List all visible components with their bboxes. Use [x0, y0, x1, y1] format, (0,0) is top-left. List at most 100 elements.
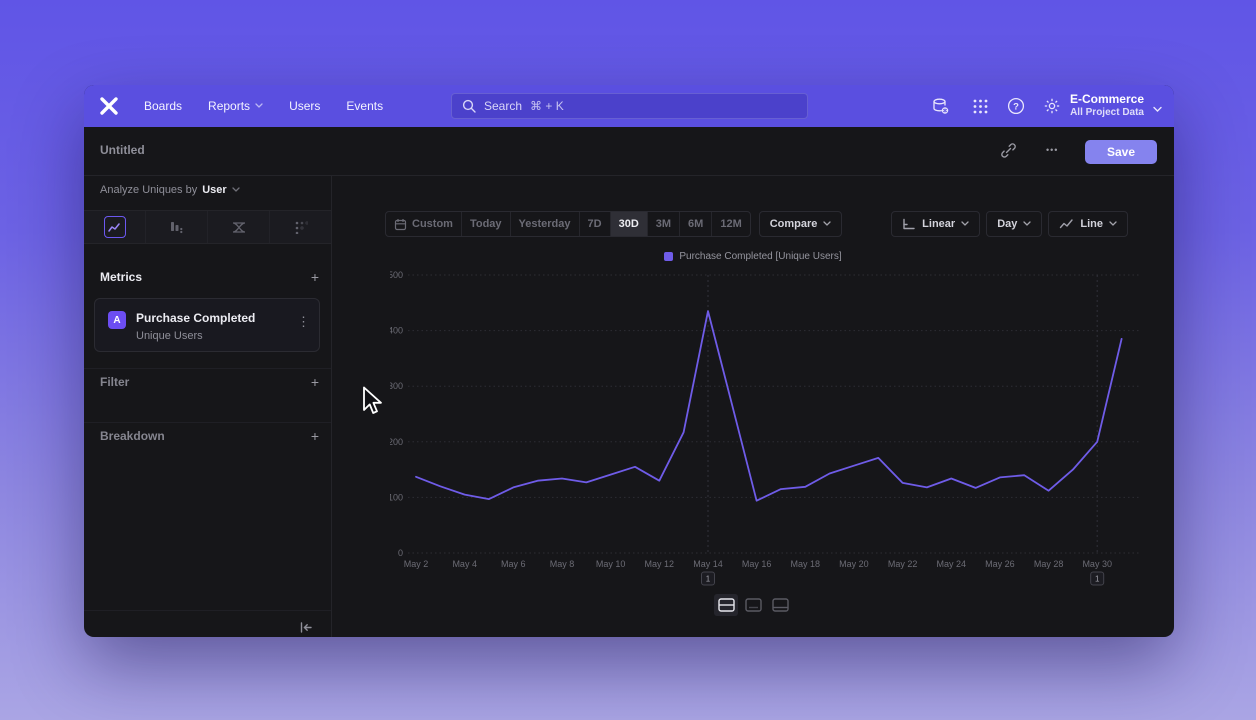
nav-item-label: Reports [208, 99, 251, 113]
chart-type-dropdown[interactable]: Line [1048, 211, 1128, 237]
range-12m[interactable]: 12M [711, 212, 749, 236]
x-tick-label: May 20 [839, 559, 869, 569]
search-placeholder: Search [484, 99, 523, 113]
range-label: Custom [412, 218, 453, 230]
range-7d[interactable]: 7D [578, 212, 610, 236]
interval-dropdown[interactable]: Day [986, 211, 1043, 237]
chart-legend[interactable]: Purchase Completed [Unique Users] [332, 251, 1174, 262]
breakdown-label: Breakdown [100, 429, 165, 443]
share-link-icon[interactable] [1000, 142, 1018, 160]
add-breakdown-icon[interactable]: + [310, 428, 319, 444]
report-header: Untitled ••• Save [84, 127, 1174, 175]
series-line[interactable] [415, 310, 1123, 502]
bar-chart-icon [169, 220, 184, 234]
mouse-cursor [362, 386, 386, 421]
range-6m[interactable]: 6M [679, 212, 711, 236]
range-30d[interactable]: 30D [609, 212, 647, 236]
nav-item-label: Boards [144, 99, 183, 113]
chart-svg: 0 100 200 300 400 500 May 2 May 4 May 6 May 8 May … [388, 270, 1140, 586]
divider [84, 422, 331, 423]
chart-view-toggle[interactable] [741, 594, 765, 616]
nav-item-reports[interactable]: Reports [208, 99, 263, 113]
data-management-icon[interactable] [930, 96, 950, 116]
scale-label: Linear [922, 218, 956, 230]
x-tick-label: May 24 [937, 559, 967, 569]
metric-series-badge: A [108, 311, 126, 329]
retention-dots-icon [294, 220, 308, 234]
range-custom[interactable]: Custom [386, 212, 461, 236]
chevron-down-icon [823, 221, 832, 227]
x-tick-label: May 18 [791, 559, 821, 569]
analyze-entity-dropdown[interactable]: User [202, 184, 227, 196]
project-name: E-Commerce [1069, 92, 1144, 106]
x-tick-label: May 12 [645, 559, 675, 569]
query-builder-sidebar: Analyze Uniques by User [84, 176, 332, 637]
interval-label: Day [997, 218, 1018, 230]
range-yesterday[interactable]: Yesterday [509, 212, 579, 236]
collapse-sidebar-icon[interactable] [298, 620, 314, 636]
tab-flows[interactable] [208, 211, 270, 243]
annotation-badge-label: 1 [1095, 575, 1100, 584]
apps-grid-icon[interactable] [970, 96, 990, 116]
metrics-label: Metrics [100, 270, 143, 284]
x-tick-label: May 6 [501, 559, 526, 569]
report-title[interactable]: Untitled [100, 143, 145, 157]
settings-gear-icon[interactable] [1042, 96, 1062, 116]
add-metric-icon[interactable]: + [310, 269, 319, 285]
y-tick-label: 200 [390, 437, 403, 447]
top-nav: Boards Reports Users Events Search ⌘ + K ? … [84, 85, 1174, 127]
metric-aggregation[interactable]: Unique Users [136, 330, 203, 342]
metric-card[interactable]: A Purchase Completed Unique Users ⋮ [94, 298, 320, 352]
nav-item-boards[interactable]: Boards [144, 99, 182, 113]
nav-item-label: Events [346, 99, 384, 113]
range-label: 3M [655, 218, 672, 230]
y-tick-label: 100 [390, 492, 403, 502]
range-3m[interactable]: 3M [646, 212, 679, 236]
range-today[interactable]: Today [460, 212, 510, 236]
split-view-toggle[interactable] [714, 594, 738, 616]
add-filter-icon[interactable]: + [310, 374, 319, 390]
more-menu-icon[interactable]: ••• [1046, 145, 1059, 155]
range-label: Today [469, 218, 502, 230]
x-tick-label: May 14 [693, 559, 723, 569]
tab-funnels[interactable] [146, 211, 208, 243]
chart-display-controls: Linear Day Line [891, 211, 1128, 237]
date-range-segments: Custom Today Yesterday 7D 30D 3M 6M 12M [385, 211, 751, 237]
range-label: 30D [618, 218, 639, 230]
project-selector[interactable]: E-Commerce All Project Data [1070, 92, 1144, 120]
annotation-badge[interactable] [1090, 571, 1105, 586]
nav-items: Boards Reports Users Events [144, 85, 409, 127]
chevron-down-icon [961, 221, 969, 227]
legend-swatch [664, 252, 674, 261]
divider [84, 610, 331, 611]
app-window: Boards Reports Users Events Search ⌘ + K ? … [84, 85, 1174, 637]
range-label: Yesterday [518, 218, 571, 230]
save-button[interactable]: Save [1085, 140, 1157, 164]
range-label: 6M [688, 218, 704, 230]
analyze-row: Analyze Uniques by User [100, 184, 240, 196]
y-tick-label: 400 [390, 326, 403, 336]
compare-button[interactable]: Compare [758, 211, 843, 237]
search-shortcut: ⌘ + K [530, 99, 564, 113]
x-tick-label: May 10 [596, 559, 626, 569]
chevron-down-icon [1023, 221, 1032, 227]
metric-options-icon[interactable]: ⋮ [297, 314, 310, 329]
mixpanel-logo-icon[interactable] [98, 95, 120, 120]
annotation-badge[interactable] [701, 571, 715, 586]
nav-item-users[interactable]: Users [289, 99, 320, 113]
x-tick-label: May 30 [1082, 559, 1112, 569]
table-view-toggle[interactable] [768, 594, 792, 616]
tab-insights[interactable] [84, 211, 146, 243]
filter-section-header: Filter + [100, 375, 319, 389]
chevron-down-icon [232, 187, 240, 193]
svg-text:?: ? [1013, 101, 1019, 112]
tab-retention[interactable] [270, 211, 331, 243]
nav-item-label: Users [289, 99, 321, 113]
nav-item-events[interactable]: Events [346, 99, 383, 113]
line-chart-icon [1059, 218, 1074, 230]
chart-type-label: Line [1080, 218, 1103, 230]
search-input[interactable]: Search ⌘ + K [451, 93, 808, 119]
help-icon[interactable]: ? [1006, 96, 1026, 116]
scale-dropdown[interactable]: Linear [891, 211, 981, 237]
flows-icon [231, 221, 247, 234]
